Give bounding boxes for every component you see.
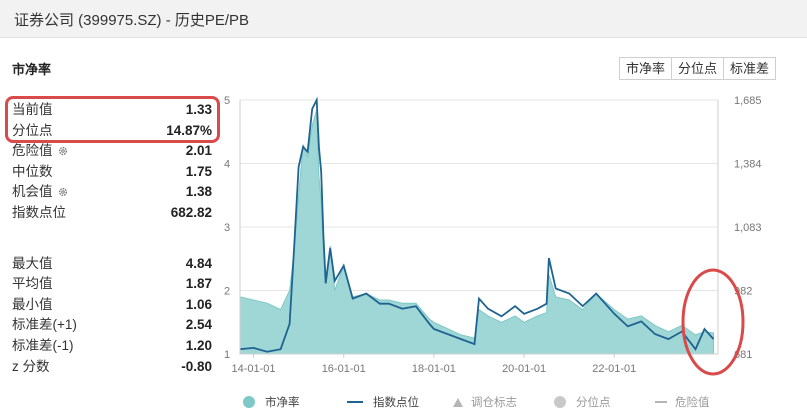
stat-median: 中位数 1.75 bbox=[10, 162, 212, 183]
stat-label: 危险值 bbox=[12, 143, 53, 159]
stat-min: 最小值 1.06 bbox=[10, 295, 212, 316]
y-left-tick-label: 3 bbox=[224, 222, 230, 234]
legend-pb-swatch bbox=[243, 396, 255, 408]
stat-current: 当前值 1.33 bbox=[10, 100, 212, 121]
stat-label: 指数点位 bbox=[12, 204, 66, 220]
stat-std-minus: 标准差(-1) 1.20 bbox=[10, 336, 212, 357]
legend-percentile-label: 分位点 bbox=[576, 397, 611, 409]
triangle-icon bbox=[453, 397, 463, 407]
y-left-tick-label: 5 bbox=[224, 95, 230, 107]
stat-label: 标准差(-1) bbox=[12, 337, 74, 353]
stat-value: 1.20 bbox=[185, 337, 212, 353]
legend-danger-label: 危险值 bbox=[675, 397, 710, 409]
stat-value: 1.75 bbox=[185, 163, 212, 179]
stat-label: 最大值 bbox=[12, 255, 53, 271]
y-right-tick-label: 1,685 bbox=[734, 95, 762, 107]
stat-label: 分位点 bbox=[12, 122, 53, 138]
legend-index-swatch bbox=[347, 401, 363, 403]
gear-icon[interactable] bbox=[58, 187, 68, 197]
legend-percentile-swatch bbox=[554, 396, 566, 408]
window-header: 证券公司 (399975.SZ) - 历史PE/PB bbox=[0, 0, 807, 38]
index-line-series bbox=[239, 96, 715, 353]
chart-legend: 市净率 指数点位 调仓标志 分位点 危险值 bbox=[237, 394, 807, 415]
stat-label: 机会值 bbox=[12, 184, 53, 200]
stat-value: 14.87% bbox=[166, 122, 212, 138]
metric-toggle-group: 市净率 分位点 标准差 bbox=[619, 57, 777, 80]
dashed-line-icon bbox=[655, 401, 667, 403]
y-right-tick-label: 1,384 bbox=[734, 159, 762, 171]
legend-index-label: 指数点位 bbox=[373, 397, 419, 409]
stat-label: z 分数 bbox=[12, 358, 50, 374]
stat-value: 2.01 bbox=[185, 143, 212, 159]
stat-label: 最小值 bbox=[12, 296, 53, 312]
legend-rebalance[interactable]: 调仓标志 bbox=[453, 394, 517, 410]
x-tick-label: 20-01-01 bbox=[502, 363, 546, 375]
y-left-tick-label: 2 bbox=[224, 286, 230, 298]
legend-rebalance-label: 调仓标志 bbox=[471, 397, 517, 409]
recent-highlight-ellipse bbox=[681, 268, 745, 376]
stat-percentile: 分位点 14.87% bbox=[10, 121, 212, 142]
x-tick-label: 18-01-01 bbox=[412, 363, 456, 375]
stat-max: 最大值 4.84 bbox=[10, 254, 212, 275]
stat-value: 1.38 bbox=[185, 184, 212, 200]
stat-opportunity: 机会值 1.38 bbox=[10, 182, 212, 203]
stat-value: 1.06 bbox=[185, 296, 212, 312]
stat-label: 中位数 bbox=[12, 163, 53, 179]
stat-danger: 危险值 2.01 bbox=[10, 141, 212, 162]
stat-label: 平均值 bbox=[12, 276, 53, 292]
legend-pb[interactable]: 市净率 bbox=[243, 394, 300, 410]
legend-pb-label: 市净率 bbox=[265, 397, 300, 409]
stat-index-point: 指数点位 682.82 bbox=[10, 203, 212, 224]
legend-index[interactable]: 指数点位 bbox=[347, 394, 419, 410]
y-left-tick-label: 4 bbox=[224, 159, 230, 171]
stat-value: 1.33 bbox=[185, 102, 212, 117]
stat-label: 当前值 bbox=[12, 102, 53, 117]
x-tick-label: 16-01-01 bbox=[322, 363, 366, 375]
stat-value: 1.87 bbox=[185, 276, 212, 292]
x-tick-label: 22-01-01 bbox=[592, 363, 636, 375]
y-left-tick-label: 1 bbox=[224, 349, 230, 361]
section-title: 市净率 bbox=[12, 62, 52, 77]
stat-mean: 平均值 1.87 bbox=[10, 274, 212, 295]
stat-std-plus: 标准差(+1) 2.54 bbox=[10, 315, 212, 336]
gear-icon[interactable] bbox=[58, 146, 68, 156]
pb-button[interactable]: 市净率 bbox=[619, 57, 673, 80]
std-dev-button[interactable]: 标准差 bbox=[723, 57, 777, 80]
current-value-highlight bbox=[5, 96, 220, 143]
legend-danger[interactable]: 危险值 bbox=[655, 394, 710, 410]
x-tick-label: 14-01-01 bbox=[232, 363, 276, 375]
stats-panel: 当前值 1.33 分位点 14.87% 危险值 2.01 中位数 1.75 机会… bbox=[10, 100, 212, 377]
stat-value: -0.80 bbox=[181, 358, 212, 374]
stat-zscore: z 分数 -0.80 bbox=[10, 357, 212, 378]
stat-label: 标准差(+1) bbox=[12, 317, 77, 333]
stat-value: 2.54 bbox=[185, 317, 212, 333]
legend-percentile[interactable]: 分位点 bbox=[554, 394, 611, 410]
y-right-tick-label: 1,083 bbox=[734, 222, 762, 234]
stat-value: 4.84 bbox=[185, 255, 212, 271]
page-title: 证券公司 (399975.SZ) - 历史PE/PB bbox=[14, 12, 250, 29]
stat-value: 682.82 bbox=[170, 204, 212, 220]
